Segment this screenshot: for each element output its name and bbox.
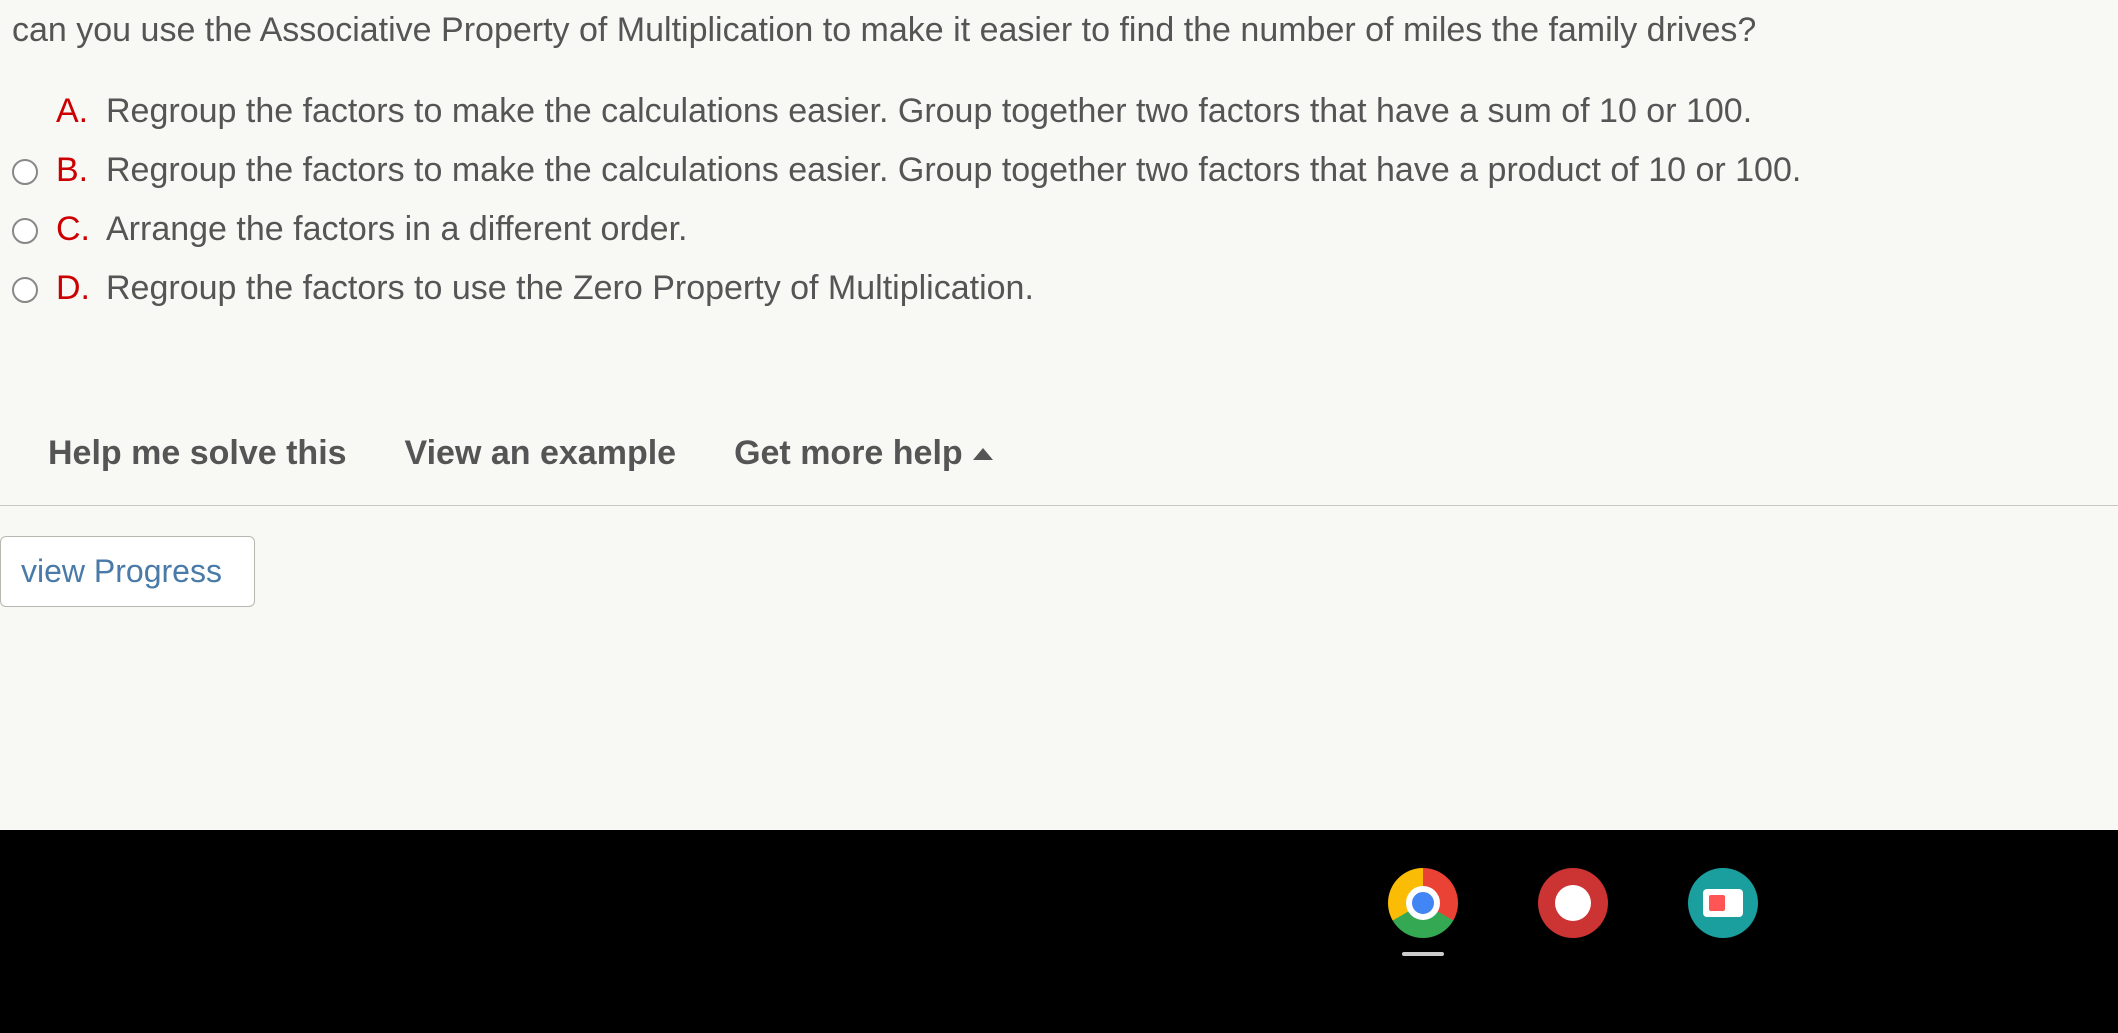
taskbar — [0, 830, 2118, 1033]
option-text-d: Regroup the factors to use the Zero Prop… — [106, 269, 1034, 308]
option-letter-a: A. — [56, 92, 94, 131]
option-text-c: Arrange the factors in a different order… — [106, 210, 688, 249]
view-progress-button[interactable]: view Progress — [0, 536, 255, 607]
radio-b[interactable] — [12, 159, 38, 185]
option-b-row[interactable]: B. Regroup the factors to make the calcu… — [0, 141, 2118, 200]
help-solve-link[interactable]: Help me solve this — [48, 434, 347, 473]
app-face-icon — [1555, 885, 1591, 921]
get-more-help-label: Get more help — [734, 434, 963, 473]
chevron-up-icon — [973, 448, 993, 460]
option-letter-d: D. — [56, 269, 94, 308]
app-card-icon — [1703, 889, 1743, 917]
chrome-inner-icon — [1406, 886, 1440, 920]
option-c-row[interactable]: C. Arrange the factors in a different or… — [0, 200, 2118, 259]
help-bar: Help me solve this View an example Get m… — [0, 398, 2118, 506]
option-letter-c: C. — [56, 210, 94, 249]
chrome-icon[interactable] — [1388, 868, 1458, 938]
option-d-row[interactable]: D. Regroup the factors to use the Zero P… — [0, 259, 2118, 318]
progress-row: view Progress — [0, 506, 2118, 607]
active-indicator — [1402, 952, 1444, 956]
radio-d[interactable] — [12, 277, 38, 303]
option-text-a: Regroup the factors to make the calculat… — [106, 92, 1752, 131]
app-icon-red[interactable] — [1538, 868, 1608, 938]
question-prompt: can you use the Associative Property of … — [0, 8, 2118, 82]
option-text-b: Regroup the factors to make the calculat… — [106, 151, 1801, 190]
option-a-row[interactable]: A. Regroup the factors to make the calcu… — [0, 82, 2118, 141]
question-panel: can you use the Associative Property of … — [0, 0, 2118, 830]
app-icon-teal[interactable] — [1688, 868, 1758, 938]
get-more-help-dropdown[interactable]: Get more help — [734, 434, 993, 473]
option-letter-b: B. — [56, 151, 94, 190]
radio-c[interactable] — [12, 218, 38, 244]
view-example-link[interactable]: View an example — [405, 434, 677, 473]
